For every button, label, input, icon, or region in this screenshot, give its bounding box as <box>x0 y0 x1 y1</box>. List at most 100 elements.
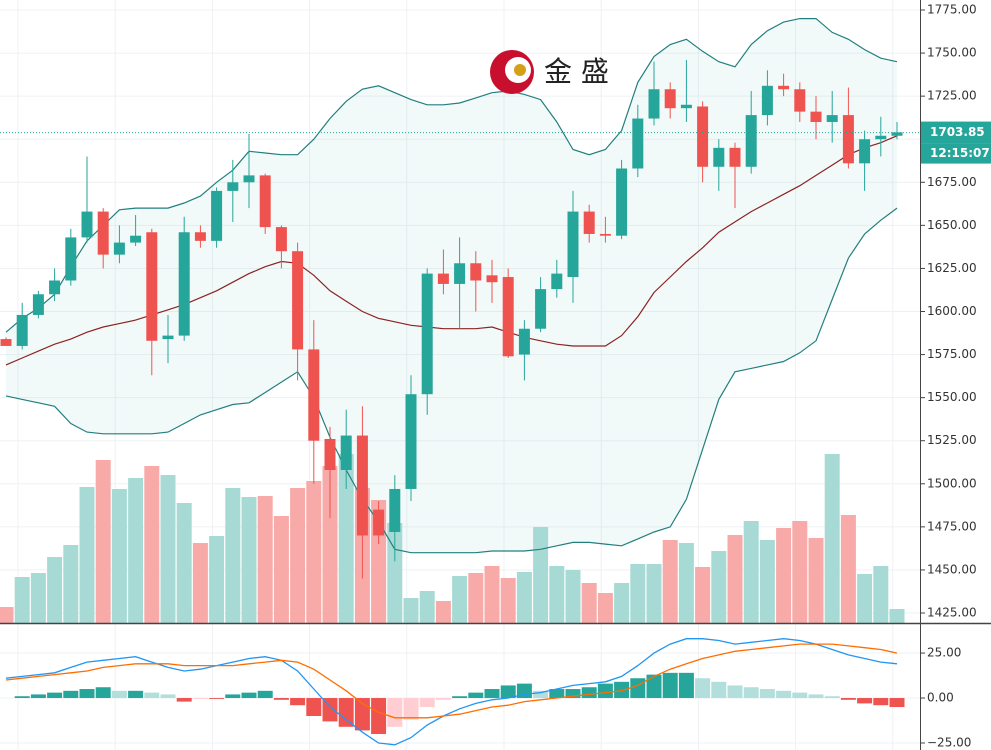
candle-body <box>567 211 579 278</box>
macd-histogram-bar <box>824 696 840 699</box>
candle-body <box>0 339 12 346</box>
volume-bar <box>419 591 435 623</box>
volume-bar <box>678 543 694 623</box>
volume-bar <box>646 564 662 623</box>
candle-body <box>194 232 206 241</box>
candle-body <box>292 251 304 350</box>
volume-bar <box>241 497 257 623</box>
y-tick-label: 1575.00 <box>927 347 977 361</box>
volume-bar <box>614 583 630 623</box>
volume-bar <box>387 523 403 623</box>
volume-bar <box>808 538 824 623</box>
candle-body <box>599 233 611 236</box>
candle-body <box>470 263 482 281</box>
y-tick-label: 1475.00 <box>927 519 977 533</box>
volume-bar <box>435 601 451 623</box>
macd-histogram-bar <box>840 698 856 700</box>
candle-body <box>308 349 320 441</box>
candle-body <box>421 273 433 395</box>
candle-body <box>243 175 255 183</box>
candle-body <box>535 289 547 329</box>
last-price-badge <box>921 121 991 144</box>
candle-body <box>794 89 806 112</box>
candle-body <box>389 488 401 533</box>
volume-bar <box>111 489 127 623</box>
volume-bar <box>500 578 516 623</box>
candle-body <box>32 294 44 315</box>
volume-bar <box>711 551 727 623</box>
y-tick-label: 1500.00 <box>927 476 977 490</box>
volume-bar <box>873 566 889 623</box>
candle-body <box>356 435 368 536</box>
candle-body <box>130 235 142 243</box>
volume-bar <box>565 570 581 623</box>
countdown-label: 12:15:07 <box>930 146 990 160</box>
macd-histogram-bar <box>273 698 289 700</box>
macd-histogram-bar <box>79 689 95 699</box>
y-tick-label: 1450.00 <box>927 562 977 576</box>
candle-body <box>259 175 271 228</box>
volume-bar <box>338 454 354 623</box>
volume-bar <box>662 540 678 623</box>
candle-body <box>761 85 773 116</box>
macd-histogram-bar <box>792 692 808 699</box>
macd-histogram-bar <box>306 698 322 717</box>
macd-histogram-bar <box>14 696 30 699</box>
macd-histogram-bar <box>111 690 127 699</box>
macd-histogram-bar <box>338 698 354 727</box>
macd-histogram-bar <box>630 678 646 699</box>
y-tick-label: 1625.00 <box>927 261 977 275</box>
candle-body <box>162 335 174 340</box>
macd-histogram-bar <box>549 689 565 699</box>
macd-histogram-bar <box>597 683 613 699</box>
macd-histogram-bar <box>711 681 727 699</box>
y-tick-label: 1750.00 <box>927 46 977 60</box>
macd-histogram-bar <box>776 690 792 699</box>
macd-histogram-bar <box>468 692 484 699</box>
macd-histogram-bar <box>873 698 889 706</box>
macd-histogram-bar <box>128 690 144 699</box>
y-tick-label: 25.00 <box>927 646 961 660</box>
y-tick-label: −25.00 <box>927 735 971 749</box>
macd-histogram-bar <box>192 698 208 699</box>
volume-bar <box>889 609 905 623</box>
volume-bar <box>192 543 208 623</box>
volume-bar <box>533 527 549 623</box>
candle-body <box>551 273 563 290</box>
y-tick-label: 1675.00 <box>927 175 977 189</box>
countdown-badge <box>921 143 991 164</box>
macd-histogram-bar <box>144 692 160 699</box>
logo-icon-dot <box>514 64 526 76</box>
candle-body <box>518 328 530 355</box>
volume-bar <box>14 577 30 623</box>
volume-bar <box>857 574 873 623</box>
volume-bar <box>516 572 532 623</box>
candle-body <box>502 277 514 357</box>
volume-bar <box>209 536 225 623</box>
candle-body <box>583 211 595 234</box>
macd-line <box>5 638 898 746</box>
candle-body <box>713 147 725 167</box>
volume-bar <box>63 545 79 623</box>
volume-bar <box>468 573 484 623</box>
candle-body <box>324 438 336 471</box>
candle-body <box>729 147 741 167</box>
y-tick-label: 1425.00 <box>927 606 977 620</box>
macd-histogram-bar <box>241 692 257 699</box>
plot <box>0 18 920 746</box>
macd-histogram-bar <box>225 694 241 699</box>
macd-histogram-bar <box>419 698 435 708</box>
macd-histogram-bar <box>371 698 387 734</box>
candle-body <box>616 168 628 236</box>
y-tick-label: 1775.00 <box>927 2 977 16</box>
macd-histogram-bar <box>678 672 694 699</box>
candle-body <box>405 394 417 489</box>
macd-histogram-bar <box>322 698 338 722</box>
candle-body <box>842 115 854 164</box>
macd-histogram-bar <box>727 685 743 699</box>
candle-body <box>810 111 822 122</box>
macd-histogram-bar <box>565 689 581 699</box>
candle-body <box>275 227 287 252</box>
